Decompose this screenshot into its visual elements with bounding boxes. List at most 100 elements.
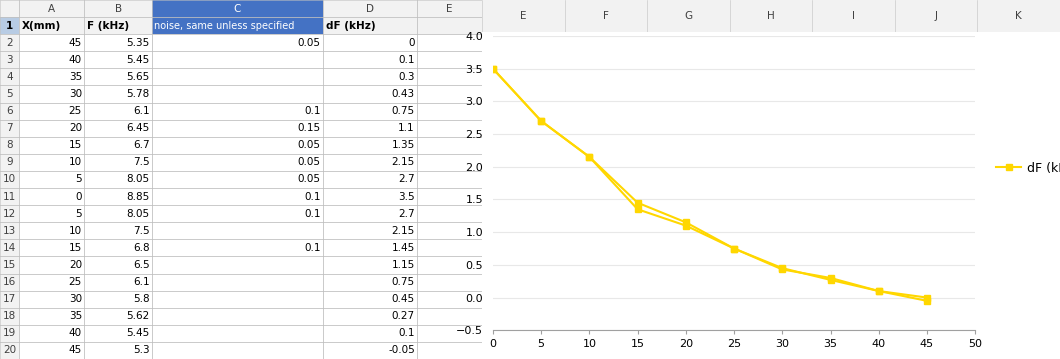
Bar: [418, 120, 482, 137]
dF (kHz): [679, 223, 692, 228]
Bar: [323, 34, 418, 51]
Bar: [85, 239, 152, 256]
Bar: [418, 0, 482, 17]
Bar: [85, 17, 152, 34]
Text: 45: 45: [69, 38, 82, 48]
Text: 16: 16: [3, 277, 16, 287]
Bar: [323, 17, 418, 34]
Text: 0.75: 0.75: [391, 106, 414, 116]
Bar: [0, 103, 19, 120]
Bar: [19, 222, 85, 239]
Bar: [0, 274, 19, 291]
Text: 0.05: 0.05: [298, 38, 321, 48]
Bar: [0, 205, 19, 222]
Bar: [85, 342, 152, 359]
Bar: [85, 68, 152, 85]
Bar: [152, 34, 323, 51]
Bar: [418, 342, 482, 359]
Bar: [85, 0, 152, 17]
Bar: [19, 85, 85, 103]
Bar: [418, 154, 482, 171]
Bar: [152, 325, 323, 342]
Bar: [418, 188, 482, 205]
dF (kHz): [776, 267, 789, 272]
dF (kHz): [921, 295, 934, 300]
Text: 18: 18: [3, 311, 16, 321]
Bar: [85, 51, 152, 68]
Text: 0.1: 0.1: [304, 243, 321, 253]
Text: 0.3: 0.3: [399, 72, 414, 82]
dF (kHz): [534, 119, 547, 123]
Bar: [85, 171, 152, 188]
Text: 1.45: 1.45: [391, 243, 414, 253]
Bar: [0, 120, 19, 137]
Text: 1.35: 1.35: [391, 140, 414, 150]
Bar: [152, 256, 323, 274]
Bar: [85, 120, 152, 137]
Bar: [152, 188, 323, 205]
Text: 30: 30: [69, 89, 82, 99]
Text: 2.15: 2.15: [391, 226, 414, 236]
Text: F: F: [603, 11, 610, 21]
Text: 40: 40: [69, 328, 82, 338]
Bar: [323, 291, 418, 308]
Bar: [0, 188, 19, 205]
Text: 2.7: 2.7: [399, 174, 414, 185]
Text: 25: 25: [69, 277, 82, 287]
Bar: [0, 34, 19, 51]
Bar: [19, 239, 85, 256]
Bar: [152, 68, 323, 85]
Text: 9: 9: [6, 157, 13, 167]
Text: 20: 20: [69, 123, 82, 133]
Text: 5.35: 5.35: [126, 38, 149, 48]
Bar: [323, 274, 418, 291]
Text: 13: 13: [3, 226, 16, 236]
Text: 0.43: 0.43: [391, 89, 414, 99]
Bar: [19, 342, 85, 359]
Bar: [977, 0, 1060, 32]
Text: 8.85: 8.85: [126, 192, 149, 202]
Bar: [152, 137, 323, 154]
Text: 6.45: 6.45: [126, 123, 149, 133]
Bar: [418, 51, 482, 68]
Bar: [418, 308, 482, 325]
dF (kHz): [728, 246, 741, 251]
Bar: [85, 222, 152, 239]
Bar: [418, 222, 482, 239]
Bar: [19, 325, 85, 342]
Text: 3.5: 3.5: [399, 192, 414, 202]
Bar: [85, 325, 152, 342]
Bar: [730, 0, 812, 32]
Bar: [152, 239, 323, 256]
Text: 5.8: 5.8: [132, 294, 149, 304]
Bar: [418, 137, 482, 154]
dF (kHz): [632, 207, 644, 211]
Text: 15: 15: [69, 140, 82, 150]
Text: 40: 40: [69, 55, 82, 65]
Bar: [152, 291, 323, 308]
Text: 0.1: 0.1: [304, 106, 321, 116]
Bar: [0, 342, 19, 359]
Text: 0.45: 0.45: [391, 294, 414, 304]
Text: G: G: [685, 11, 692, 21]
Bar: [0, 154, 19, 171]
Bar: [85, 308, 152, 325]
Text: 35: 35: [69, 311, 82, 321]
Bar: [323, 205, 418, 222]
Text: 5.62: 5.62: [126, 311, 149, 321]
Text: E: E: [446, 4, 453, 14]
Bar: [0, 0, 19, 17]
Bar: [152, 154, 323, 171]
dF (kHz): [825, 276, 837, 280]
Text: 5.3: 5.3: [132, 345, 149, 355]
Text: E: E: [520, 11, 527, 21]
Bar: [19, 171, 85, 188]
Text: 8: 8: [6, 140, 13, 150]
Bar: [152, 308, 323, 325]
Text: 0: 0: [75, 192, 82, 202]
Bar: [152, 17, 323, 34]
Text: 5: 5: [75, 174, 82, 185]
Legend: dF (kHz): dF (kHz): [991, 157, 1060, 180]
Bar: [19, 120, 85, 137]
Text: B: B: [114, 4, 122, 14]
